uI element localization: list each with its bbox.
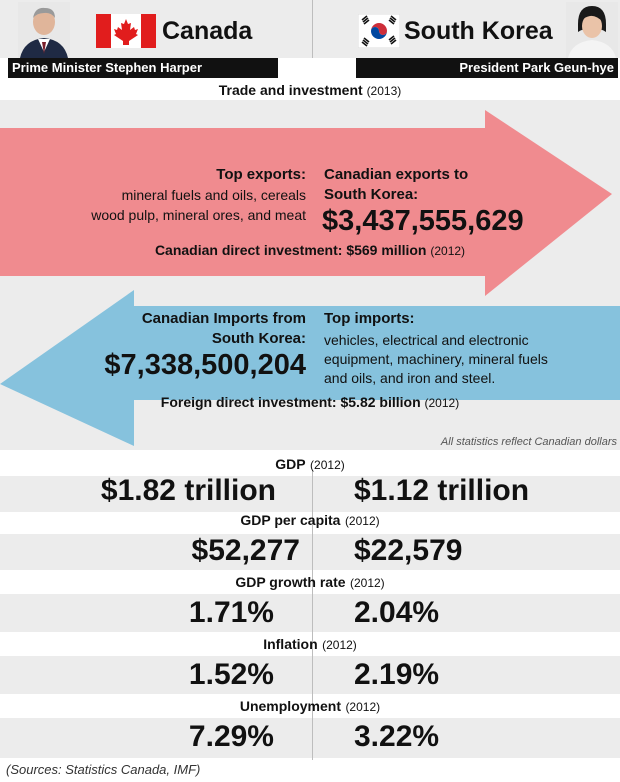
stat-stripe-inflation (0, 656, 620, 694)
trade-title-year: (2013) (366, 84, 402, 98)
stat-title-inflation: Inflation (2012) (0, 636, 620, 654)
trade-title-text: Trade and investment (218, 82, 363, 98)
top-imports-label: Top imports: (324, 310, 415, 327)
stat-korea-growth: 2.04% (354, 596, 440, 629)
stat-title-unemployment: Unemployment (2012) (0, 698, 620, 716)
stat-korea-unemployment: 3.22% (354, 720, 440, 753)
south-korea-flag-icon (357, 13, 401, 49)
park-caption: President Park Geun-hye (356, 58, 618, 78)
stat-title-gdp: GDP (2012) (0, 456, 620, 474)
canadian-direct-investment: Canadian direct investment: $569 million… (0, 242, 620, 258)
trade-arrows (0, 110, 620, 446)
harper-caption: Prime Minister Stephen Harper (8, 58, 278, 78)
stat-title-gdp-per-capita: GDP per capita (2012) (0, 512, 620, 530)
exports-to-line1: Canadian exports to (324, 166, 469, 183)
cdi-text: Canadian direct investment: $569 million (154, 242, 427, 258)
stat-korea-inflation: 2.19% (354, 658, 440, 691)
stat-stripe-gdp (0, 476, 620, 512)
canada-title: Canada (162, 17, 253, 45)
fdi-text: Foreign direct investment: $5.82 billion (160, 394, 421, 410)
stats-divider (312, 470, 313, 760)
stat-canada-gdp: $1.82 trillion (100, 474, 276, 507)
park-portrait (566, 2, 618, 58)
stat-title-text: GDP per capita (240, 512, 341, 528)
stat-title-year: (2012) (345, 700, 381, 714)
exports-value: $3,437,555,629 (322, 205, 524, 237)
stat-title-text: GDP (275, 456, 306, 472)
stat-title-growth: GDP growth rate (2012) (0, 574, 620, 592)
top-exports-line1: mineral fuels and oils, cereals (121, 187, 306, 203)
canada-flag-icon (96, 14, 156, 48)
import-arrow (0, 290, 620, 446)
stat-stripe-growth (0, 594, 620, 632)
stat-canada-unemployment: 7.29% (188, 720, 274, 753)
top-exports-line2: wood pulp, mineral ores, and meat (91, 207, 306, 223)
trade-title: Trade and investment (2013) (0, 82, 620, 98)
stat-title-text: Unemployment (239, 698, 341, 714)
harper-portrait (18, 2, 70, 58)
stat-stripe-gdp-per-capita (0, 534, 620, 570)
top-imports-line1: vehicles, electrical and electronic (324, 332, 529, 348)
stat-canada-gdp-per-capita: $52,277 (191, 534, 300, 567)
south-korea-title: South Korea (404, 17, 553, 45)
foreign-direct-investment: Foreign direct investment: $5.82 billion… (0, 394, 620, 410)
top-imports-line3: and oils, and iron and steel. (324, 370, 496, 386)
stat-korea-gdp: $1.12 trillion (354, 474, 530, 507)
stat-title-year: (2012) (322, 638, 357, 652)
sources-caption: (Sources: Statistics Canada, IMF) (6, 762, 201, 777)
stat-canada-inflation: 1.52% (188, 658, 274, 691)
stat-stripe-unemployment (0, 718, 620, 758)
currency-note: All statistics reflect Canadian dollars (440, 436, 617, 448)
cdi-year: (2012) (430, 244, 466, 258)
stat-title-text: GDP growth rate (235, 574, 346, 590)
stat-title-year: (2012) (310, 458, 345, 472)
imports-value: $7,338,500,204 (104, 349, 306, 381)
stat-title-year: (2012) (344, 514, 380, 528)
fdi-year: (2012) (424, 396, 460, 410)
top-imports-line2: equipment, machinery, mineral fuels (324, 351, 548, 367)
exports-to-line2: South Korea: (324, 186, 419, 203)
stat-title-text: Inflation (263, 636, 318, 652)
stat-canada-growth: 1.71% (188, 596, 274, 629)
top-exports-label: Top exports: (216, 166, 306, 183)
stat-title-year: (2012) (349, 576, 385, 590)
imports-from-line1: Canadian Imports from (141, 310, 306, 327)
header-divider (312, 0, 313, 58)
stat-korea-gdp-per-capita: $22,579 (354, 534, 463, 567)
imports-from-line2: South Korea: (211, 330, 306, 347)
export-arrow (0, 110, 612, 296)
